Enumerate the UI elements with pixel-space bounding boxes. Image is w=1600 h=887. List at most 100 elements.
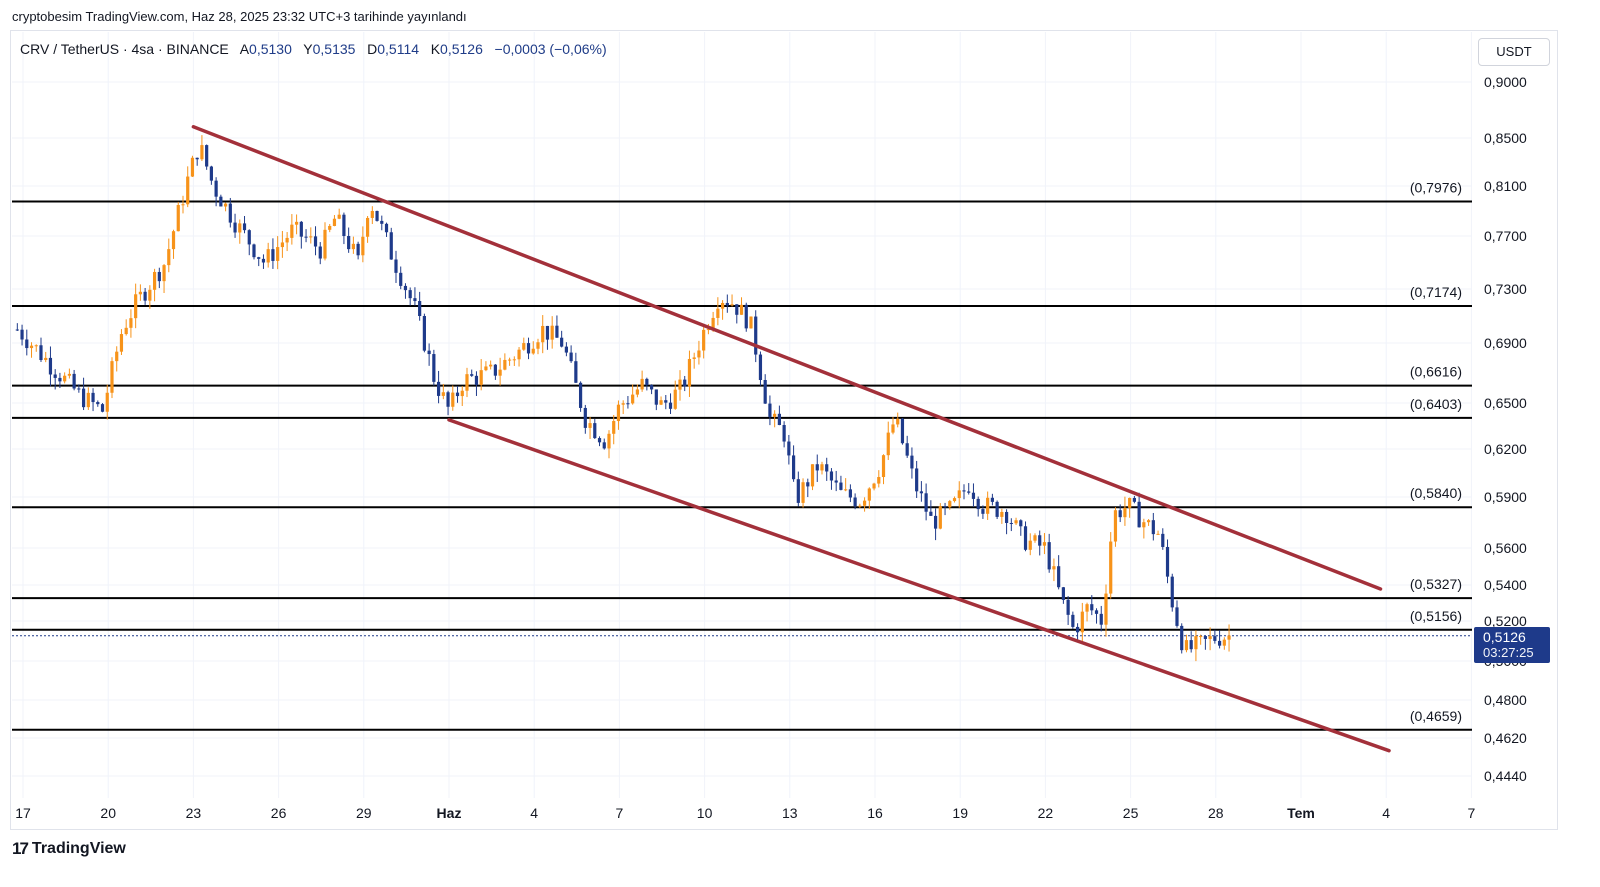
tradingview-brand[interactable]: 17 TradingView xyxy=(12,839,126,859)
candle-body xyxy=(110,361,114,393)
candle-body xyxy=(1208,636,1212,639)
candle-body xyxy=(436,381,441,396)
candle-body xyxy=(919,491,923,494)
candle-body xyxy=(1061,587,1065,600)
candle-body xyxy=(266,249,270,263)
candle-body xyxy=(905,443,909,456)
candle-body xyxy=(418,301,422,317)
candle-body xyxy=(1199,636,1203,638)
candle-body xyxy=(635,389,639,395)
candle-body xyxy=(394,259,398,273)
price-tick-label: 0,7700 xyxy=(1484,228,1527,244)
current-price-tag: 0,5126 03:27:25 xyxy=(1474,627,1550,663)
candle-body xyxy=(706,329,710,331)
candle-body xyxy=(768,403,772,417)
chart-frame[interactable] xyxy=(10,30,1558,830)
candle-body xyxy=(593,423,597,439)
candle-body xyxy=(915,468,919,492)
level-label: (0,5840) xyxy=(1410,485,1462,501)
candle-body xyxy=(290,224,294,238)
candle-body xyxy=(313,236,318,247)
candle-body xyxy=(531,348,535,354)
legend-close: 0,5126 xyxy=(440,41,483,57)
candle-body xyxy=(1000,511,1004,517)
candle-body xyxy=(829,471,834,481)
candle-body xyxy=(711,317,715,330)
candle-body xyxy=(413,298,417,302)
candle-body xyxy=(938,506,942,529)
candle-body xyxy=(763,380,767,404)
published-caption: cryptobesim TradingView.com, Haz 28, 202… xyxy=(12,9,467,24)
candle-body xyxy=(403,285,408,291)
time-tick-label: 7 xyxy=(616,805,624,821)
candle-body xyxy=(810,464,815,487)
candle-body xyxy=(1028,540,1032,550)
candle-body xyxy=(825,464,829,472)
level-label: (0,5156) xyxy=(1410,608,1462,624)
time-tick-label: Haz xyxy=(437,805,462,821)
legend-symbol[interactable]: CRV / TetherUS · 4sa · BINANCE xyxy=(20,41,229,57)
candle-body xyxy=(862,500,867,506)
candle-body xyxy=(422,316,426,351)
price-tick-label: 0,4620 xyxy=(1484,730,1527,746)
candle-body xyxy=(720,302,725,309)
candle-body xyxy=(162,265,166,282)
price-tick-label: 0,6200 xyxy=(1484,441,1527,457)
candle-body xyxy=(844,489,848,491)
currency-button[interactable]: USDT xyxy=(1478,38,1550,66)
price-tick-label: 0,5200 xyxy=(1484,613,1527,629)
candle-body xyxy=(948,501,952,508)
candle-body xyxy=(773,413,777,417)
candle-body xyxy=(148,289,152,301)
time-tick-label: 4 xyxy=(1382,805,1390,821)
candle-body xyxy=(673,389,677,409)
time-tick-label: 25 xyxy=(1123,805,1139,821)
candle-body xyxy=(1146,520,1151,523)
price-tick-label: 0,8100 xyxy=(1484,178,1527,194)
candle-body xyxy=(34,345,38,347)
candle-body xyxy=(186,176,190,205)
brand-name: TradingView xyxy=(31,840,126,857)
candle-body xyxy=(238,223,242,233)
candle-body xyxy=(233,222,237,233)
candle-body xyxy=(39,345,43,361)
time-axis[interactable]: 17 20 23 26 29 Haz 4 7 10 13 16 19 22 25 28 Tem 4 7 xyxy=(15,805,1475,821)
candle-body xyxy=(195,157,199,160)
candle-countdown: 03:27:25 xyxy=(1483,645,1534,660)
candle-body xyxy=(138,291,142,295)
candle-body xyxy=(451,392,455,407)
candle-body xyxy=(815,464,819,471)
candle-body xyxy=(370,210,374,218)
legend-low: 0,5114 xyxy=(377,41,420,57)
candle-body xyxy=(924,493,928,512)
candle-body xyxy=(545,325,550,340)
candle-body xyxy=(943,506,947,508)
candle-body xyxy=(1203,636,1207,639)
candle-body xyxy=(1085,604,1089,612)
candle-body xyxy=(399,272,403,286)
candle-body xyxy=(389,232,393,260)
candle-body xyxy=(806,482,810,487)
candle-body xyxy=(347,236,351,250)
legend-open-key: A xyxy=(239,41,250,57)
level-label: (0,6616) xyxy=(1410,364,1462,380)
candle-body xyxy=(626,403,630,405)
candle-body xyxy=(498,369,502,376)
price-axis[interactable]: 0,9000 0,8500 0,8100 0,7700 0,7300 0,6900 0,65… xyxy=(1484,74,1527,784)
candle-body xyxy=(522,343,526,350)
candle-body xyxy=(351,243,355,250)
candle-body xyxy=(1213,636,1217,641)
level-label: (0,7174) xyxy=(1410,284,1462,300)
candle-body xyxy=(1057,566,1061,588)
time-tick-label: 13 xyxy=(782,805,798,821)
candle-body xyxy=(257,257,261,259)
current-price-value: 0,5126 xyxy=(1483,629,1526,645)
candle-body xyxy=(446,392,450,407)
candle-body xyxy=(560,337,564,347)
level-label: (0,4659) xyxy=(1410,708,1462,724)
candle-body xyxy=(834,480,838,483)
candle-body xyxy=(1109,541,1113,594)
grid xyxy=(12,32,1472,798)
candle-body xyxy=(1009,522,1013,524)
